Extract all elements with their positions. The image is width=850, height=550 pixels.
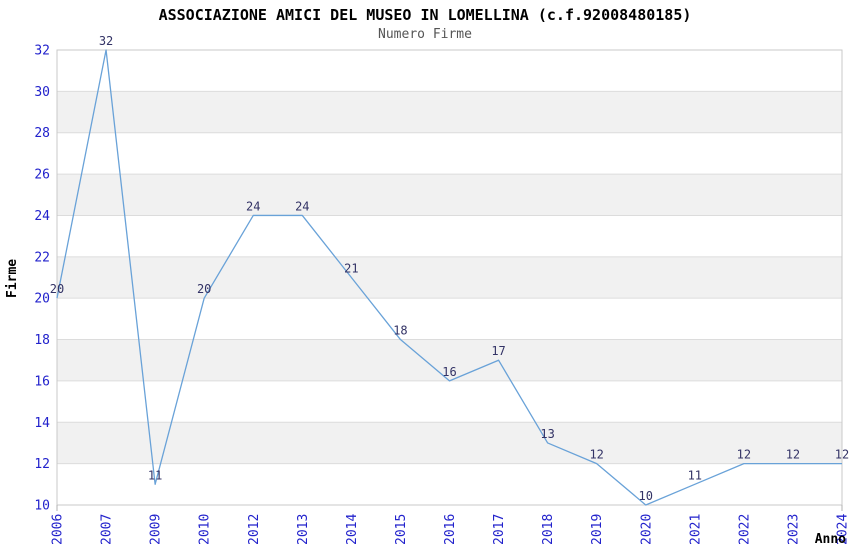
data-point-label: 20: [50, 282, 64, 296]
y-tick-label: 32: [34, 44, 50, 59]
x-tick-label: 2012: [247, 514, 262, 545]
x-tick-label: 2015: [394, 514, 409, 545]
data-point-label: 17: [491, 344, 505, 358]
data-point-label: 12: [589, 448, 603, 462]
y-axis-title: Firme: [5, 258, 20, 298]
y-tick-label: 10: [34, 499, 50, 514]
data-point-label: 12: [835, 448, 849, 462]
data-point-label: 13: [540, 427, 554, 441]
y-tick-label: 16: [34, 374, 50, 389]
alt-band: [57, 256, 842, 299]
x-tick-label: 2017: [492, 514, 507, 545]
x-tick-label: 2022: [737, 514, 752, 545]
x-tick-label: 2021: [688, 514, 703, 545]
data-point-label: 21: [344, 262, 358, 276]
x-tick-label: 2010: [198, 514, 213, 545]
alt-band: [57, 174, 842, 216]
data-point-label: 11: [688, 468, 702, 482]
x-tick-label: 2020: [639, 514, 654, 545]
y-tick-label: 26: [34, 168, 50, 183]
y-tick-label: 24: [34, 209, 50, 224]
y-tick-label: 28: [34, 126, 50, 141]
data-point-label: 18: [393, 324, 407, 338]
chart-subtitle: Numero Firme: [378, 27, 472, 42]
y-tick-label: 18: [34, 333, 50, 348]
data-point-label: 11: [148, 468, 162, 482]
plot-border: [56, 49, 843, 506]
chart-title: ASSOCIAZIONE AMICI DEL MUSEO IN LOMELLIN…: [158, 6, 692, 24]
data-point-label: 24: [295, 199, 309, 213]
x-tick-label: 2023: [786, 514, 801, 545]
x-tick-label: 2013: [296, 514, 311, 545]
x-tick-label: 2007: [100, 514, 115, 545]
data-point-label: 12: [737, 448, 751, 462]
data-point-label: 10: [639, 489, 653, 503]
x-tick-label: 2014: [345, 514, 360, 545]
x-tick-label: 2018: [541, 514, 556, 545]
y-tick-label: 12: [34, 457, 50, 472]
x-tick-label: 2024: [836, 514, 850, 545]
data-point-label: 20: [197, 282, 211, 296]
data-point-label: 24: [246, 199, 260, 213]
x-axis-title: Anno: [814, 532, 846, 547]
alt-band: [57, 422, 842, 464]
x-tick-label: 2009: [149, 514, 164, 545]
y-tick-label: 30: [34, 85, 50, 100]
data-point-label: 32: [99, 34, 113, 48]
alt-band: [57, 91, 842, 133]
y-tick-label: 22: [34, 250, 50, 265]
y-tick-label: 20: [34, 292, 50, 307]
x-tick-label: 2019: [590, 514, 605, 545]
data-point-label: 16: [442, 365, 456, 379]
y-tick-label: 14: [34, 416, 50, 431]
data-point-label: 12: [786, 448, 800, 462]
data-line: [56, 49, 842, 506]
x-tick-label: 2016: [443, 514, 458, 545]
x-tick-label: 2006: [51, 514, 66, 545]
